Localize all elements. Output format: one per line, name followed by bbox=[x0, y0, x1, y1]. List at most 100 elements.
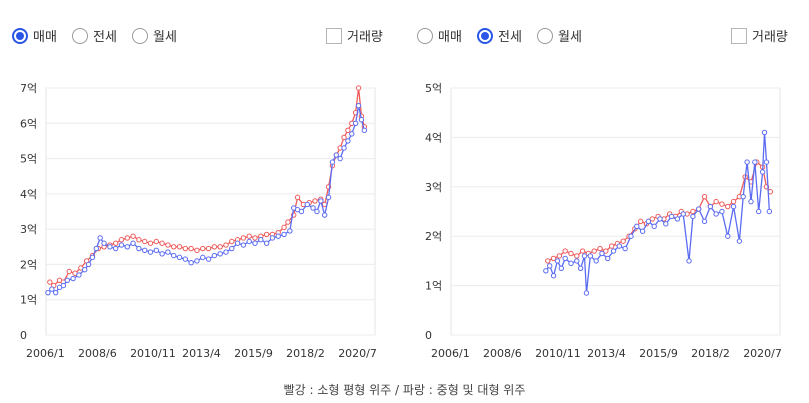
red-data-point bbox=[130, 233, 136, 239]
red-data-point bbox=[713, 198, 719, 205]
x-tick-label: 2018/2 bbox=[286, 347, 325, 360]
radio-monthly-indicator[interactable] bbox=[132, 27, 148, 44]
red-data-point bbox=[246, 233, 252, 239]
blue-data-point bbox=[562, 255, 568, 262]
y-tick-label: 6억 bbox=[20, 117, 37, 130]
volume-checkbox[interactable]: 거래량 bbox=[731, 26, 788, 45]
blue-data-point bbox=[587, 253, 594, 259]
red-data-point bbox=[345, 127, 351, 134]
blue-data-point bbox=[321, 212, 328, 218]
red-data-point bbox=[159, 240, 165, 246]
blue-data-point bbox=[258, 237, 264, 243]
red-data-point bbox=[136, 237, 142, 243]
radio-monthly[interactable]: 월세 bbox=[132, 26, 177, 45]
blue-data-point bbox=[752, 159, 758, 165]
blue-data-point bbox=[622, 245, 628, 252]
chart-controls: 매매 전세 월세 거래량 bbox=[12, 26, 392, 50]
blue-data-point bbox=[130, 240, 136, 246]
blue-data-point bbox=[744, 159, 750, 165]
red-data-point bbox=[550, 255, 557, 262]
x-tick-label: 2020/7 bbox=[338, 347, 377, 360]
blue-data-point bbox=[49, 286, 55, 292]
y-tick-label: 2억 bbox=[20, 258, 37, 271]
red-data-point bbox=[263, 231, 270, 238]
y-tick-label: 0 bbox=[425, 329, 432, 342]
blue-data-point bbox=[89, 254, 96, 261]
blue-data-point bbox=[763, 159, 770, 165]
radio-jeonse-indicator[interactable] bbox=[72, 27, 88, 44]
radio-jeonse[interactable]: 전세 bbox=[72, 26, 117, 45]
blue-data-point bbox=[345, 138, 351, 144]
red-data-point bbox=[217, 244, 223, 250]
red-data-point bbox=[591, 248, 597, 254]
blue-data-point bbox=[628, 233, 634, 239]
blue-data-point bbox=[97, 235, 103, 241]
red-series-line bbox=[49, 87, 366, 287]
blue-data-point bbox=[304, 201, 310, 208]
blue-data-point bbox=[118, 242, 125, 248]
blue-data-point bbox=[93, 245, 100, 252]
blue-data-point bbox=[211, 252, 218, 259]
blue-data-point bbox=[651, 223, 657, 230]
red-data-point bbox=[211, 244, 218, 250]
red-data-point bbox=[176, 244, 183, 250]
blue-data-point bbox=[645, 218, 652, 225]
volume-checkbox[interactable]: 거래량 bbox=[326, 26, 383, 45]
blue-data-point bbox=[252, 240, 258, 246]
blue-data-point bbox=[329, 159, 336, 165]
red-data-point bbox=[66, 268, 72, 275]
y-tick-label: 5억 bbox=[425, 82, 442, 95]
red-data-point bbox=[124, 235, 130, 241]
blue-data-point bbox=[85, 261, 92, 268]
radio-jeonse[interactable]: 전세 bbox=[477, 26, 522, 45]
y-tick-label: 1억 bbox=[20, 294, 37, 307]
blue-data-point bbox=[674, 216, 681, 222]
blue-data-point bbox=[165, 249, 171, 255]
volume-checkbox-box[interactable] bbox=[326, 27, 342, 44]
red-data-point bbox=[118, 237, 125, 243]
blue-data-point bbox=[107, 244, 113, 250]
radio-monthly-label: 월세 bbox=[558, 30, 582, 45]
volume-checkbox-box[interactable] bbox=[731, 27, 747, 44]
radio-jeonse-indicator[interactable] bbox=[477, 27, 493, 44]
plot-frame bbox=[450, 87, 781, 336]
blue-data-point bbox=[663, 221, 669, 227]
blue-data-point bbox=[593, 258, 599, 264]
blue-data-point bbox=[310, 205, 316, 211]
radio-monthly[interactable]: 월세 bbox=[537, 26, 582, 45]
x-tick-label: 2013/4 bbox=[587, 347, 626, 360]
blue-data-point bbox=[686, 258, 692, 264]
radio-monthly-indicator[interactable] bbox=[537, 27, 553, 44]
x-tick-label: 2008/6 bbox=[483, 347, 522, 360]
blue-data-point bbox=[581, 253, 588, 259]
radio-sale-label: 매매 bbox=[33, 30, 57, 45]
blue-data-point bbox=[60, 282, 67, 289]
x-tick-label: 2018/2 bbox=[691, 347, 730, 360]
blue-data-point bbox=[333, 152, 339, 158]
red-data-point bbox=[649, 216, 655, 222]
radio-sale-indicator[interactable] bbox=[12, 27, 28, 44]
blue-data-point bbox=[82, 267, 88, 273]
blue-data-point bbox=[70, 275, 76, 282]
blue-data-point bbox=[568, 260, 574, 267]
blue-data-point bbox=[657, 216, 663, 222]
blue-data-point bbox=[756, 208, 762, 215]
radio-sale[interactable]: 매매 bbox=[12, 26, 57, 45]
red-data-point bbox=[568, 250, 574, 257]
blue-data-point bbox=[337, 155, 343, 162]
radio-sale-indicator[interactable] bbox=[417, 27, 433, 44]
y-tick-label: 5억 bbox=[20, 153, 37, 166]
blue-data-point bbox=[269, 235, 276, 241]
blue-data-point bbox=[634, 223, 640, 230]
red-data-point bbox=[229, 238, 235, 245]
red-data-point bbox=[200, 245, 206, 252]
blue-data-point bbox=[554, 258, 561, 264]
blue-data-point bbox=[696, 206, 702, 212]
blue-data-point bbox=[171, 252, 177, 259]
blue-data-point bbox=[341, 145, 347, 151]
radio-sale[interactable]: 매매 bbox=[417, 26, 462, 45]
y-tick-label: 3억 bbox=[425, 181, 442, 194]
blue-data-point bbox=[325, 194, 332, 201]
blue-data-point bbox=[188, 259, 194, 266]
blue-data-point bbox=[748, 198, 754, 205]
